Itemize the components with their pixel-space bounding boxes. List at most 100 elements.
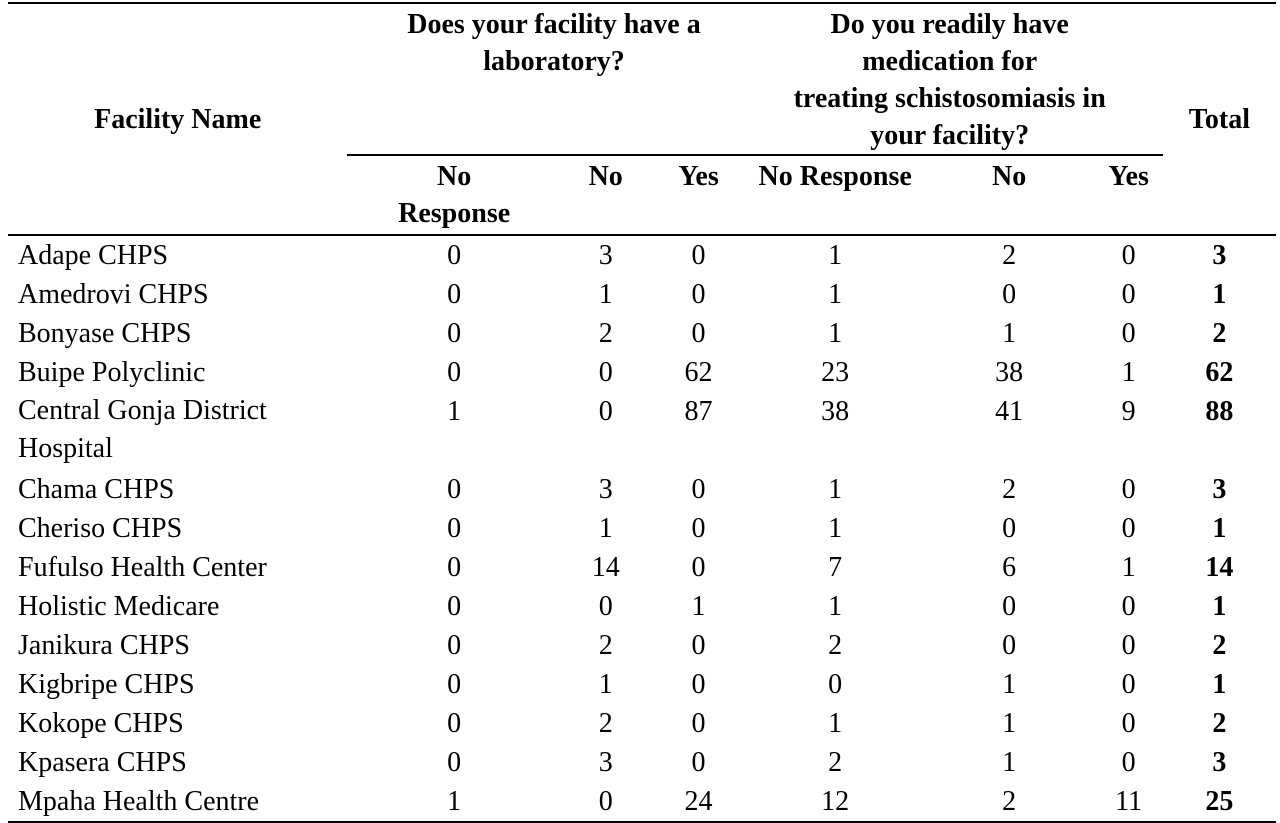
facility-name-cell: Holistic Medicare [18,591,220,622]
lab-no-cell: 2 [598,630,613,661]
lab-no-response-cell: 0 [447,318,462,349]
med-no-cell: 2 [1002,474,1017,505]
total-cell: 25 [1162,782,1276,823]
header-row-subcolumns: No Response No Yes No Response No Yes [8,155,1276,236]
lab-yes-header: Yes [650,155,747,236]
table-row: Kokope CHPS 0 2 0 1 1 0 2 [8,704,1276,743]
total-cell: 88 [1205,396,1234,427]
med-yes-cell: 0 [1121,708,1136,739]
facility-name-cell: Kigbripe CHPS [18,669,195,700]
med-no-cell: 41 [995,396,1024,427]
lab-no-response-line: No [437,161,472,192]
lab-yes-cell: 0 [691,747,706,778]
med-no-response-cell: 1 [828,318,843,349]
table-row: Kpasera CHPS 0 3 0 2 1 0 3 [8,743,1276,782]
med-yes-cell: 0 [1121,591,1136,622]
facility-name-cell: Bonyase CHPS [18,318,192,349]
med-no-response-cell: 1 [828,591,843,622]
med-no-response-cell: 1 [828,240,843,271]
lab-no-cell: 2 [598,318,613,349]
med-no-cell: 2 [1002,240,1017,271]
facility-name-cell: Central Gonja District Hospital [18,395,267,464]
lab-no-response-cell: 0 [447,513,462,544]
facility-name-cell: Janikura CHPS [18,630,190,661]
table-row: Chama CHPS 0 3 0 1 2 0 3 [8,470,1276,509]
table-row: Adape CHPS 0 3 0 1 2 0 3 [8,235,1276,275]
lab-no-cell: 3 [598,474,613,505]
table-row: Mpaha Health Centre 1 0 24 12 2 11 25 [8,782,1276,823]
lab-no-response-cell: 0 [447,591,462,622]
lab-yes-cell: 0 [691,474,706,505]
lab-no-response-cell: 0 [447,708,462,739]
med-no-response-cell: 12 [746,782,924,823]
table-header: Facility Name Does your facility have a … [8,2,1276,236]
lab-yes-cell: 0 [691,279,706,310]
med-yes-cell: 0 [1121,240,1136,271]
lab-yes-cell: 0 [691,630,706,661]
lab-no-cell: 14 [591,552,620,583]
med-no-cell: 0 [1002,591,1017,622]
facility-name-cell: Kokope CHPS [18,708,184,739]
total-header: Total [1162,2,1276,236]
med-no-response-cell: 1 [828,513,843,544]
med-question-line: treating schistosomiasis in [793,83,1106,114]
table-row: Kigbripe CHPS 0 1 0 0 1 0 1 [8,665,1276,704]
facility-name-header: Facility Name [8,2,348,236]
lab-no-response-cell: 0 [447,747,462,778]
med-no-response-cell: 2 [828,747,843,778]
table-row: Cheriso CHPS 0 1 0 1 0 0 1 [8,509,1276,548]
med-no-response-cell: 2 [828,630,843,661]
total-cell: 1 [1212,591,1227,622]
med-no-response-cell: 1 [828,279,843,310]
facility-name-cell: Buipe Polyclinic [18,357,206,388]
medication-question-header: Do you readily have medication for treat… [746,2,1163,156]
table-body: Adape CHPS 0 3 0 1 2 0 3 Amedrovi CHPS 0… [8,235,1276,823]
table-row: Buipe Polyclinic 0 0 62 23 38 1 62 [8,353,1276,392]
table-row: Bonyase CHPS 0 2 0 1 1 0 2 [8,314,1276,353]
lab-no-cell: 3 [598,240,613,271]
med-no-response-header: No Response [746,155,924,236]
lab-no-response-cell: 0 [447,357,462,388]
lab-no-cell: 0 [598,591,613,622]
med-no-cell: 0 [1002,279,1017,310]
med-yes-header: Yes [1094,155,1163,236]
lab-yes-cell: 0 [691,708,706,739]
med-yes-cell: 0 [1121,279,1136,310]
med-no-cell: 6 [1002,552,1017,583]
header-row-groups: Facility Name Does your facility have a … [8,2,1276,236]
lab-no-response-cell: 0 [447,669,462,700]
med-no-cell: 1 [1002,747,1017,778]
facility-table: Facility Name Does your facility have a … [8,2,1276,823]
lab-no-header: No [560,155,651,236]
lab-no-response-cell: 1 [447,396,462,427]
total-cell: 2 [1212,318,1227,349]
lab-no-response-cell: 0 [447,279,462,310]
med-yes-cell: 1 [1121,552,1136,583]
med-no-response-cell: 7 [828,552,843,583]
total-cell: 1 [1212,513,1227,544]
med-no-cell: 38 [995,357,1024,388]
table-row: Amedrovi CHPS 0 1 0 1 0 0 1 [8,275,1276,314]
lab-yes-cell: 24 [650,782,747,823]
total-cell: 3 [1212,240,1227,271]
med-yes-cell: 0 [1121,630,1136,661]
lab-no-cell: 0 [598,357,613,388]
lab-no-cell: 0 [560,782,651,823]
med-yes-cell: 1 [1121,357,1136,388]
lab-no-cell: 3 [598,747,613,778]
med-no-cell: 1 [1002,318,1017,349]
total-cell: 1 [1212,669,1227,700]
facility-name-cell: Cheriso CHPS [18,513,183,544]
med-no-cell: 1 [1002,708,1017,739]
total-cell: 62 [1205,357,1234,388]
med-question-line: medication for [862,46,1038,77]
lab-question-line: Does your facility have a [407,9,701,40]
med-no-response-cell: 1 [828,474,843,505]
lab-yes-cell: 0 [691,513,706,544]
lab-no-cell: 1 [598,513,613,544]
facility-name-cell: Adape CHPS [18,240,169,271]
lab-yes-cell: 0 [691,552,706,583]
med-no-response-cell: 38 [821,396,850,427]
facility-name-cell: Amedrovi CHPS [18,279,209,310]
